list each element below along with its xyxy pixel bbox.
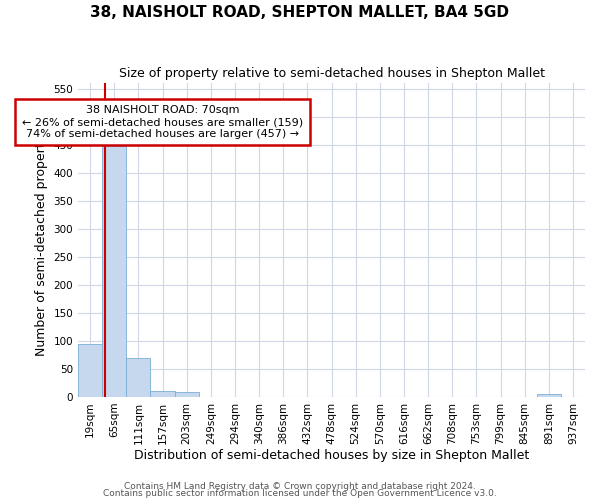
Bar xyxy=(175,392,199,397)
Bar xyxy=(102,146,127,397)
Text: 38, NAISHOLT ROAD, SHEPTON MALLET, BA4 5GD: 38, NAISHOLT ROAD, SHEPTON MALLET, BA4 5… xyxy=(91,5,509,20)
Bar xyxy=(78,344,102,397)
Bar xyxy=(127,358,151,397)
Y-axis label: Number of semi-detached properties: Number of semi-detached properties xyxy=(35,124,48,356)
Text: Contains HM Land Registry data © Crown copyright and database right 2024.: Contains HM Land Registry data © Crown c… xyxy=(124,482,476,491)
Text: 38 NAISHOLT ROAD: 70sqm
← 26% of semi-detached houses are smaller (159)
74% of s: 38 NAISHOLT ROAD: 70sqm ← 26% of semi-de… xyxy=(22,106,303,138)
Text: Contains public sector information licensed under the Open Government Licence v3: Contains public sector information licen… xyxy=(103,490,497,498)
X-axis label: Distribution of semi-detached houses by size in Shepton Mallet: Distribution of semi-detached houses by … xyxy=(134,450,529,462)
Bar xyxy=(537,394,561,397)
Bar xyxy=(151,392,175,397)
Title: Size of property relative to semi-detached houses in Shepton Mallet: Size of property relative to semi-detach… xyxy=(119,68,545,80)
